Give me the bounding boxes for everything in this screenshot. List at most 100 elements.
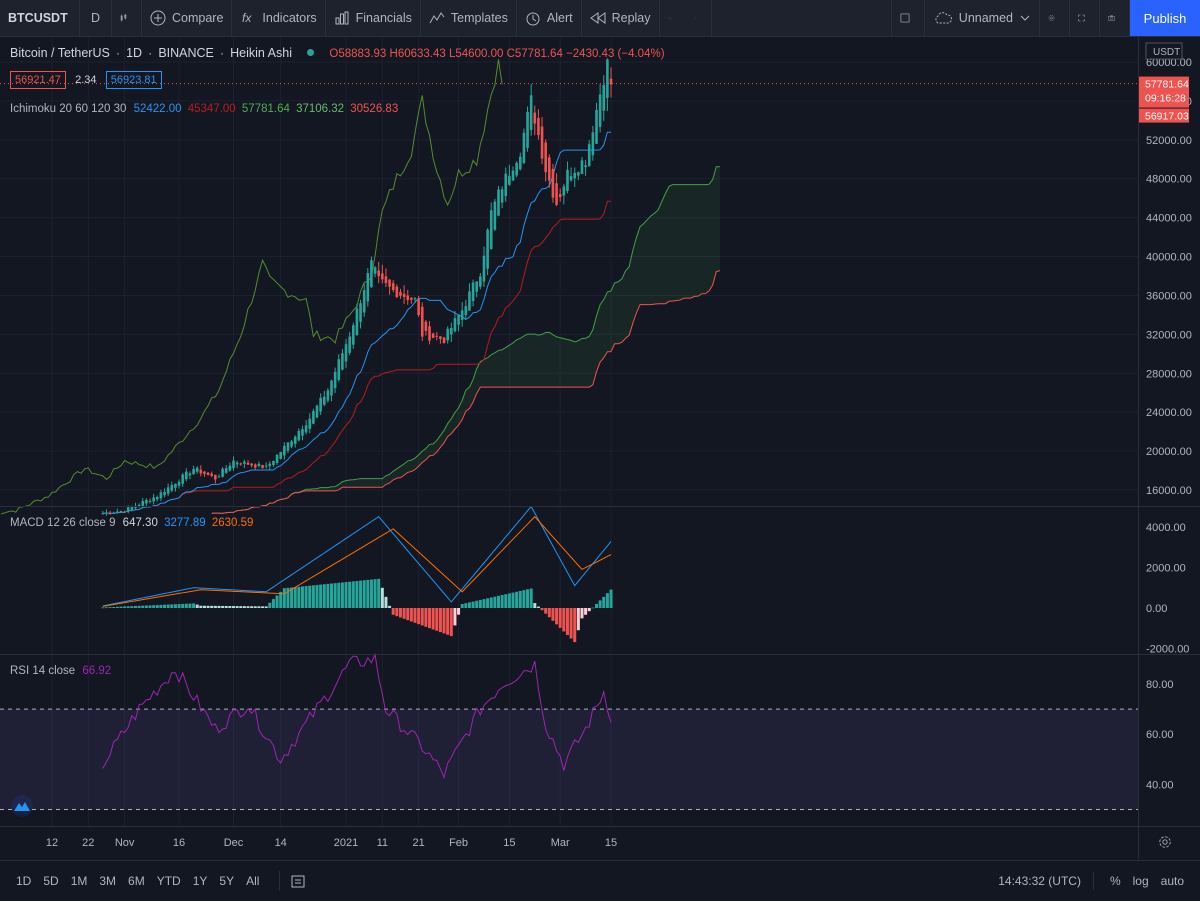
macd-legend[interactable]: MACD 12 26 close 9 647.30 3277.89 2630.5… [10,517,253,529]
candle-body [359,303,362,322]
cloud-icon [935,12,952,24]
range-1y[interactable]: 1Y [192,874,208,888]
publish-button[interactable]: Publish [1130,0,1200,36]
templates-button[interactable]: Templates [421,0,517,36]
candle-body [410,297,413,300]
sell-price-box[interactable]: 56921.47 [10,71,66,89]
tradingview-logo[interactable] [11,795,33,817]
fullscreen-toggle[interactable] [890,0,925,36]
interval-button[interactable]: D [80,0,112,36]
macd-histogram-bar [232,606,235,608]
rsi-line [102,652,612,780]
macd-histogram-bar [279,591,283,608]
candle-body [293,436,297,444]
candle-body [275,454,279,463]
macd-histogram-bar [518,590,522,608]
undo-button[interactable] [660,0,686,36]
main-pane[interactable] [0,58,1138,516]
range-6m[interactable]: 6M [128,874,145,888]
candle-body [326,390,330,401]
main-legend: Bitcoin / TetherUS · 1D · BINANCE · Heik… [10,46,665,60]
rsi-tick-label: 40.00 [1146,779,1174,791]
range-3m[interactable]: 3M [99,874,117,888]
ohlc-close: C57781.64 [506,48,563,60]
macd-pane[interactable] [101,505,613,643]
macd-histogram-bar [460,603,464,608]
macd-histogram-bar [264,606,268,608]
snapshot-button[interactable] [1100,0,1130,36]
macd-histogram-bar [242,606,246,608]
last-price-badge [1139,76,1189,108]
time-tick-label: 16 [173,837,185,849]
layout-name-button[interactable]: Unnamed [925,0,1040,36]
range-5d[interactable]: 5D [43,874,59,888]
macd-histogram-bar [217,605,221,608]
buy-price-box[interactable]: 56923.81 [105,71,162,89]
macd-histogram-bar [536,606,540,608]
auto-toggle[interactable]: auto [1160,874,1184,888]
financials-button[interactable]: Financials [326,0,421,36]
macd-histogram-bar [522,590,526,608]
replay-icon [589,12,606,24]
range-1m[interactable]: 1M [70,874,88,888]
alert-label: Alert [546,11,573,25]
rsi-legend[interactable]: RSI 14 close 66.92 [10,665,111,677]
candle-body [370,260,373,288]
candle-body [166,487,170,494]
macd-histogram-bar [141,605,145,608]
candle-body [566,169,569,191]
rsi-pane[interactable] [0,652,1138,810]
candle-body [395,286,399,298]
macd-histogram-bar [351,581,355,608]
candles-icon [120,14,127,22]
chart-area[interactable]: 60000.0056000.0052000.0048000.0044000.00… [0,37,1200,859]
symbol-search[interactable]: BTCUSDT [0,0,80,36]
indicators-button[interactable]: fx Indicators [232,0,326,36]
candle-body [522,132,526,163]
time-axis-settings[interactable] [1158,835,1172,852]
candle-body [489,210,493,250]
fullscreen-button[interactable] [1070,0,1100,36]
price-tick-label: 40000.00 [1146,252,1192,264]
undo-icon [667,16,672,20]
macd-histogram-bar [126,606,130,608]
candle-body [264,465,268,467]
goto-date-button[interactable] [279,871,306,891]
macd-histogram-bar [340,582,344,608]
time-tick-label: 2021 [334,837,358,849]
range-ytd[interactable]: YTD [156,874,181,888]
settings-button[interactable] [1040,0,1070,36]
candle-body [355,308,359,335]
price-tick-label: 44000.00 [1146,213,1192,225]
log-toggle[interactable]: log [1132,874,1149,888]
candle-body [214,474,217,480]
candle-body [108,513,112,515]
layout-name-label: Unnamed [958,11,1013,25]
candle-body [577,172,580,176]
range-5y[interactable]: 5Y [219,874,235,888]
ichimoku-legend[interactable]: Ichimoku 20 60 120 30 52422.00 45347.00 … [10,103,398,115]
utc-clock[interactable]: 14:43:32 (UTC) [998,874,1081,888]
plus-circle-icon [150,10,166,26]
macd-histogram-bar [576,608,580,631]
range-all[interactable]: All [246,874,260,888]
range-list: 1D 5D 1M 3M 6M YTD 1Y 5Y All [10,874,265,888]
candle-body [460,310,464,320]
percent-toggle[interactable]: % [1109,874,1121,888]
macd-histogram-bar [428,608,432,629]
chart-style-button[interactable] [112,0,142,36]
candle-body [420,306,424,337]
alert-button[interactable]: Alert [517,0,582,36]
replay-button[interactable]: Replay [582,0,660,36]
macd-histogram-bar [605,593,609,608]
macd-line [102,505,612,607]
compare-button[interactable]: Compare [142,0,233,36]
range-1d[interactable]: 1D [16,874,32,888]
candle-body [446,328,449,341]
macd-histogram-bar [398,608,402,618]
candle-body [246,462,250,465]
chart-svg[interactable]: 60000.0056000.0052000.0048000.0044000.00… [0,37,1200,859]
candle-body [192,468,195,475]
redo-button[interactable] [686,0,712,36]
candle-body [529,95,533,130]
